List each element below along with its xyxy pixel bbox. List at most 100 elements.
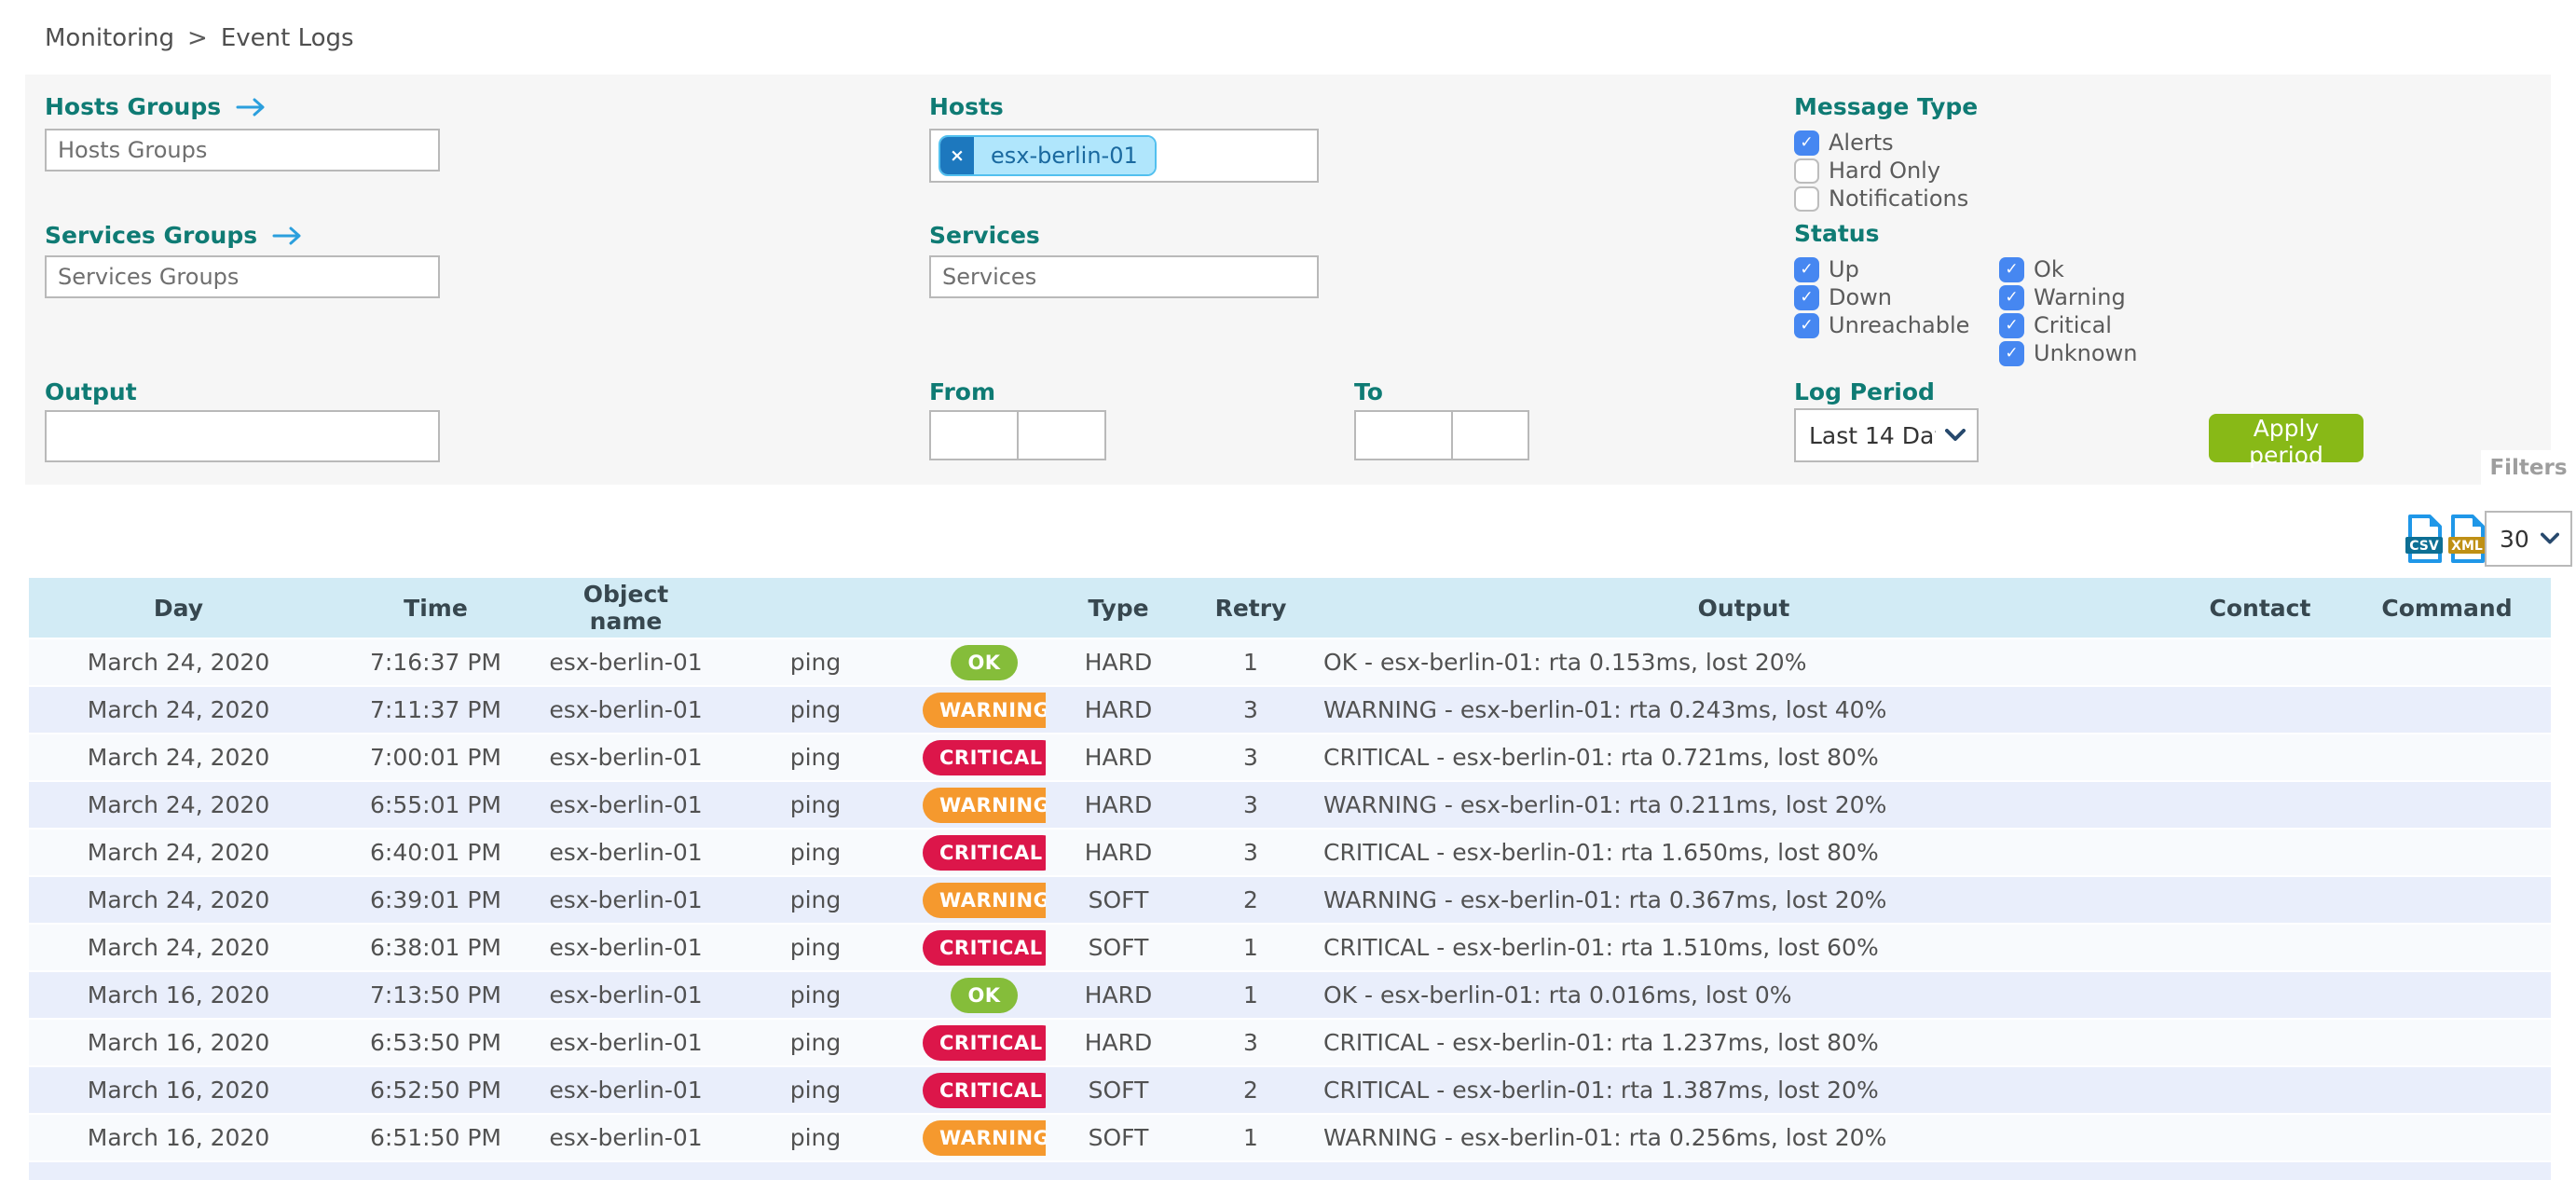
cell-retry: 1 (1191, 639, 1310, 687)
cell-service: ping (708, 830, 923, 877)
from-time-input[interactable] (1017, 410, 1106, 460)
cell-service: ping (708, 972, 923, 1020)
output-input[interactable] (45, 410, 440, 462)
status-badge: OK (951, 644, 1018, 680)
services-input[interactable] (929, 255, 1319, 298)
event-log-table: Day Time Object name Type Retry Output C… (29, 578, 2551, 1162)
checkbox-checked-icon[interactable]: ✓ (1999, 312, 2024, 338)
cell-command (2343, 782, 2551, 830)
cell-day: March 24, 2020 (29, 782, 328, 830)
cell-service: ping (708, 877, 923, 925)
to-time-input[interactable] (1451, 410, 1529, 460)
next-row-sliver (29, 1162, 2551, 1180)
apply-period-button[interactable]: Apply period (2209, 414, 2364, 469)
cell-command (2343, 1067, 2551, 1115)
cell-output: OK - esx-berlin-01: rta 0.153ms, lost 20… (1310, 639, 2177, 687)
cell-contact (2177, 1115, 2343, 1162)
checkbox-label: Notifications (1829, 185, 1969, 212)
cell-contact (2177, 639, 2343, 687)
cell-retry: 2 (1191, 1067, 1310, 1115)
checkbox-down[interactable]: ✓ Down (1794, 283, 1969, 311)
to-label: To (1354, 378, 1383, 405)
cell-status: OK (923, 639, 1046, 687)
log-period-select[interactable]: Last 14 Days (1794, 408, 1979, 462)
services-groups-input[interactable] (45, 255, 440, 298)
cell-type: SOFT (1046, 1115, 1191, 1162)
breadcrumb-monitoring[interactable]: Monitoring (45, 24, 175, 52)
checkbox-checked-icon[interactable]: ✓ (1999, 284, 2024, 310)
page-size-select[interactable]: 30 (2485, 511, 2572, 567)
cell-day: March 24, 2020 (29, 687, 328, 734)
cell-status: WARNING (923, 782, 1046, 830)
cell-object-name: esx-berlin-01 (543, 639, 708, 687)
cell-contact (2177, 877, 2343, 925)
table-row: March 24, 2020 6:39:01 PM esx-berlin-01 pin… (29, 877, 2551, 925)
cell-retry: 1 (1191, 1115, 1310, 1162)
status-badge: WARNING (923, 692, 1046, 728)
checkbox-checked-icon[interactable]: ✓ (1794, 256, 1819, 282)
checkbox-label: Down (1829, 284, 1893, 310)
services-label: Services (929, 222, 1040, 249)
checkbox-ok[interactable]: ✓ Ok (1999, 255, 2137, 283)
cell-output: WARNING - esx-berlin-01: rta 0.243ms, lo… (1310, 687, 2177, 734)
cell-command (2343, 925, 2551, 972)
checkbox-checked-icon[interactable]: ✓ (1999, 340, 2024, 366)
checkbox-hard-only[interactable]: Hard Only (1794, 157, 1968, 185)
cell-retry: 3 (1191, 1020, 1310, 1067)
cell-output: OK - esx-berlin-01: rta 0.016ms, lost 0% (1310, 972, 2177, 1020)
checkbox-notifications[interactable]: Notifications (1794, 185, 1968, 213)
checkbox-label: Ok (2034, 256, 2064, 282)
checkbox-up[interactable]: ✓ Up (1794, 255, 1969, 283)
checkbox-checked-icon[interactable]: ✓ (1794, 130, 1819, 156)
checkbox-label: Unknown (2034, 340, 2138, 366)
arrow-right-icon[interactable] (236, 97, 267, 117)
checkbox-unchecked-icon[interactable] (1794, 158, 1819, 184)
checkbox-unknown[interactable]: ✓ Unknown (1999, 339, 2137, 367)
arrow-right-icon[interactable] (272, 226, 304, 246)
cell-object-name: esx-berlin-01 (543, 1020, 708, 1067)
cell-output: WARNING - esx-berlin-01: rta 0.211ms, lo… (1310, 782, 2177, 830)
cell-output: CRITICAL - esx-berlin-01: rta 1.510ms, l… (1310, 925, 2177, 972)
cell-status: OK (923, 972, 1046, 1020)
table-row: March 16, 2020 6:51:50 PM esx-berlin-01 pin… (29, 1115, 2551, 1162)
checkbox-alerts[interactable]: ✓ Alerts (1794, 129, 1968, 157)
checkbox-warning[interactable]: ✓ Warning (1999, 283, 2137, 311)
hosts-input[interactable]: × esx-berlin-01 (929, 129, 1319, 183)
svg-text:CSV: CSV (2409, 539, 2439, 554)
cell-day: March 24, 2020 (29, 925, 328, 972)
cell-output: CRITICAL - esx-berlin-01: rta 1.650ms, l… (1310, 830, 2177, 877)
checkbox-critical[interactable]: ✓ Critical (1999, 311, 2137, 339)
cell-contact (2177, 734, 2343, 782)
event-table-body: March 24, 2020 7:16:37 PM esx-berlin-01 pin… (29, 639, 2551, 1162)
header-contact: Contact (2177, 578, 2343, 639)
cell-type: SOFT (1046, 1067, 1191, 1115)
cell-retry: 1 (1191, 972, 1310, 1020)
checkbox-unreachable[interactable]: ✓ Unreachable (1794, 311, 1969, 339)
cell-status: CRITICAL (923, 1067, 1046, 1115)
xml-export-icon[interactable]: XML (2447, 515, 2487, 563)
cell-day: March 16, 2020 (29, 972, 328, 1020)
cell-object-name: esx-berlin-01 (543, 687, 708, 734)
cell-time: 6:40:01 PM (328, 830, 543, 877)
from-date-input[interactable] (929, 410, 1019, 460)
checkbox-label: Warning (2034, 284, 2126, 310)
filters-tab[interactable]: Filters (2481, 450, 2576, 485)
checkbox-checked-icon[interactable]: ✓ (1794, 312, 1819, 338)
cell-contact (2177, 1020, 2343, 1067)
cell-retry: 3 (1191, 687, 1310, 734)
checkbox-unchecked-icon[interactable] (1794, 185, 1819, 212)
checkbox-checked-icon[interactable]: ✓ (1999, 256, 2024, 282)
cell-retry: 2 (1191, 877, 1310, 925)
hosts-groups-input[interactable] (45, 129, 440, 172)
to-date-input[interactable] (1354, 410, 1453, 460)
cell-status: WARNING (923, 877, 1046, 925)
cell-service: ping (708, 1115, 923, 1162)
checkbox-checked-icon[interactable]: ✓ (1794, 284, 1819, 310)
csv-export-icon[interactable]: CSV (2405, 515, 2444, 563)
header-status (923, 578, 1046, 639)
from-label: From (929, 378, 996, 405)
checkbox-label: Unreachable (1829, 312, 1970, 338)
cell-type: HARD (1046, 734, 1191, 782)
chip-remove-icon[interactable]: × (940, 137, 974, 174)
chip-label: esx-berlin-01 (974, 137, 1155, 174)
